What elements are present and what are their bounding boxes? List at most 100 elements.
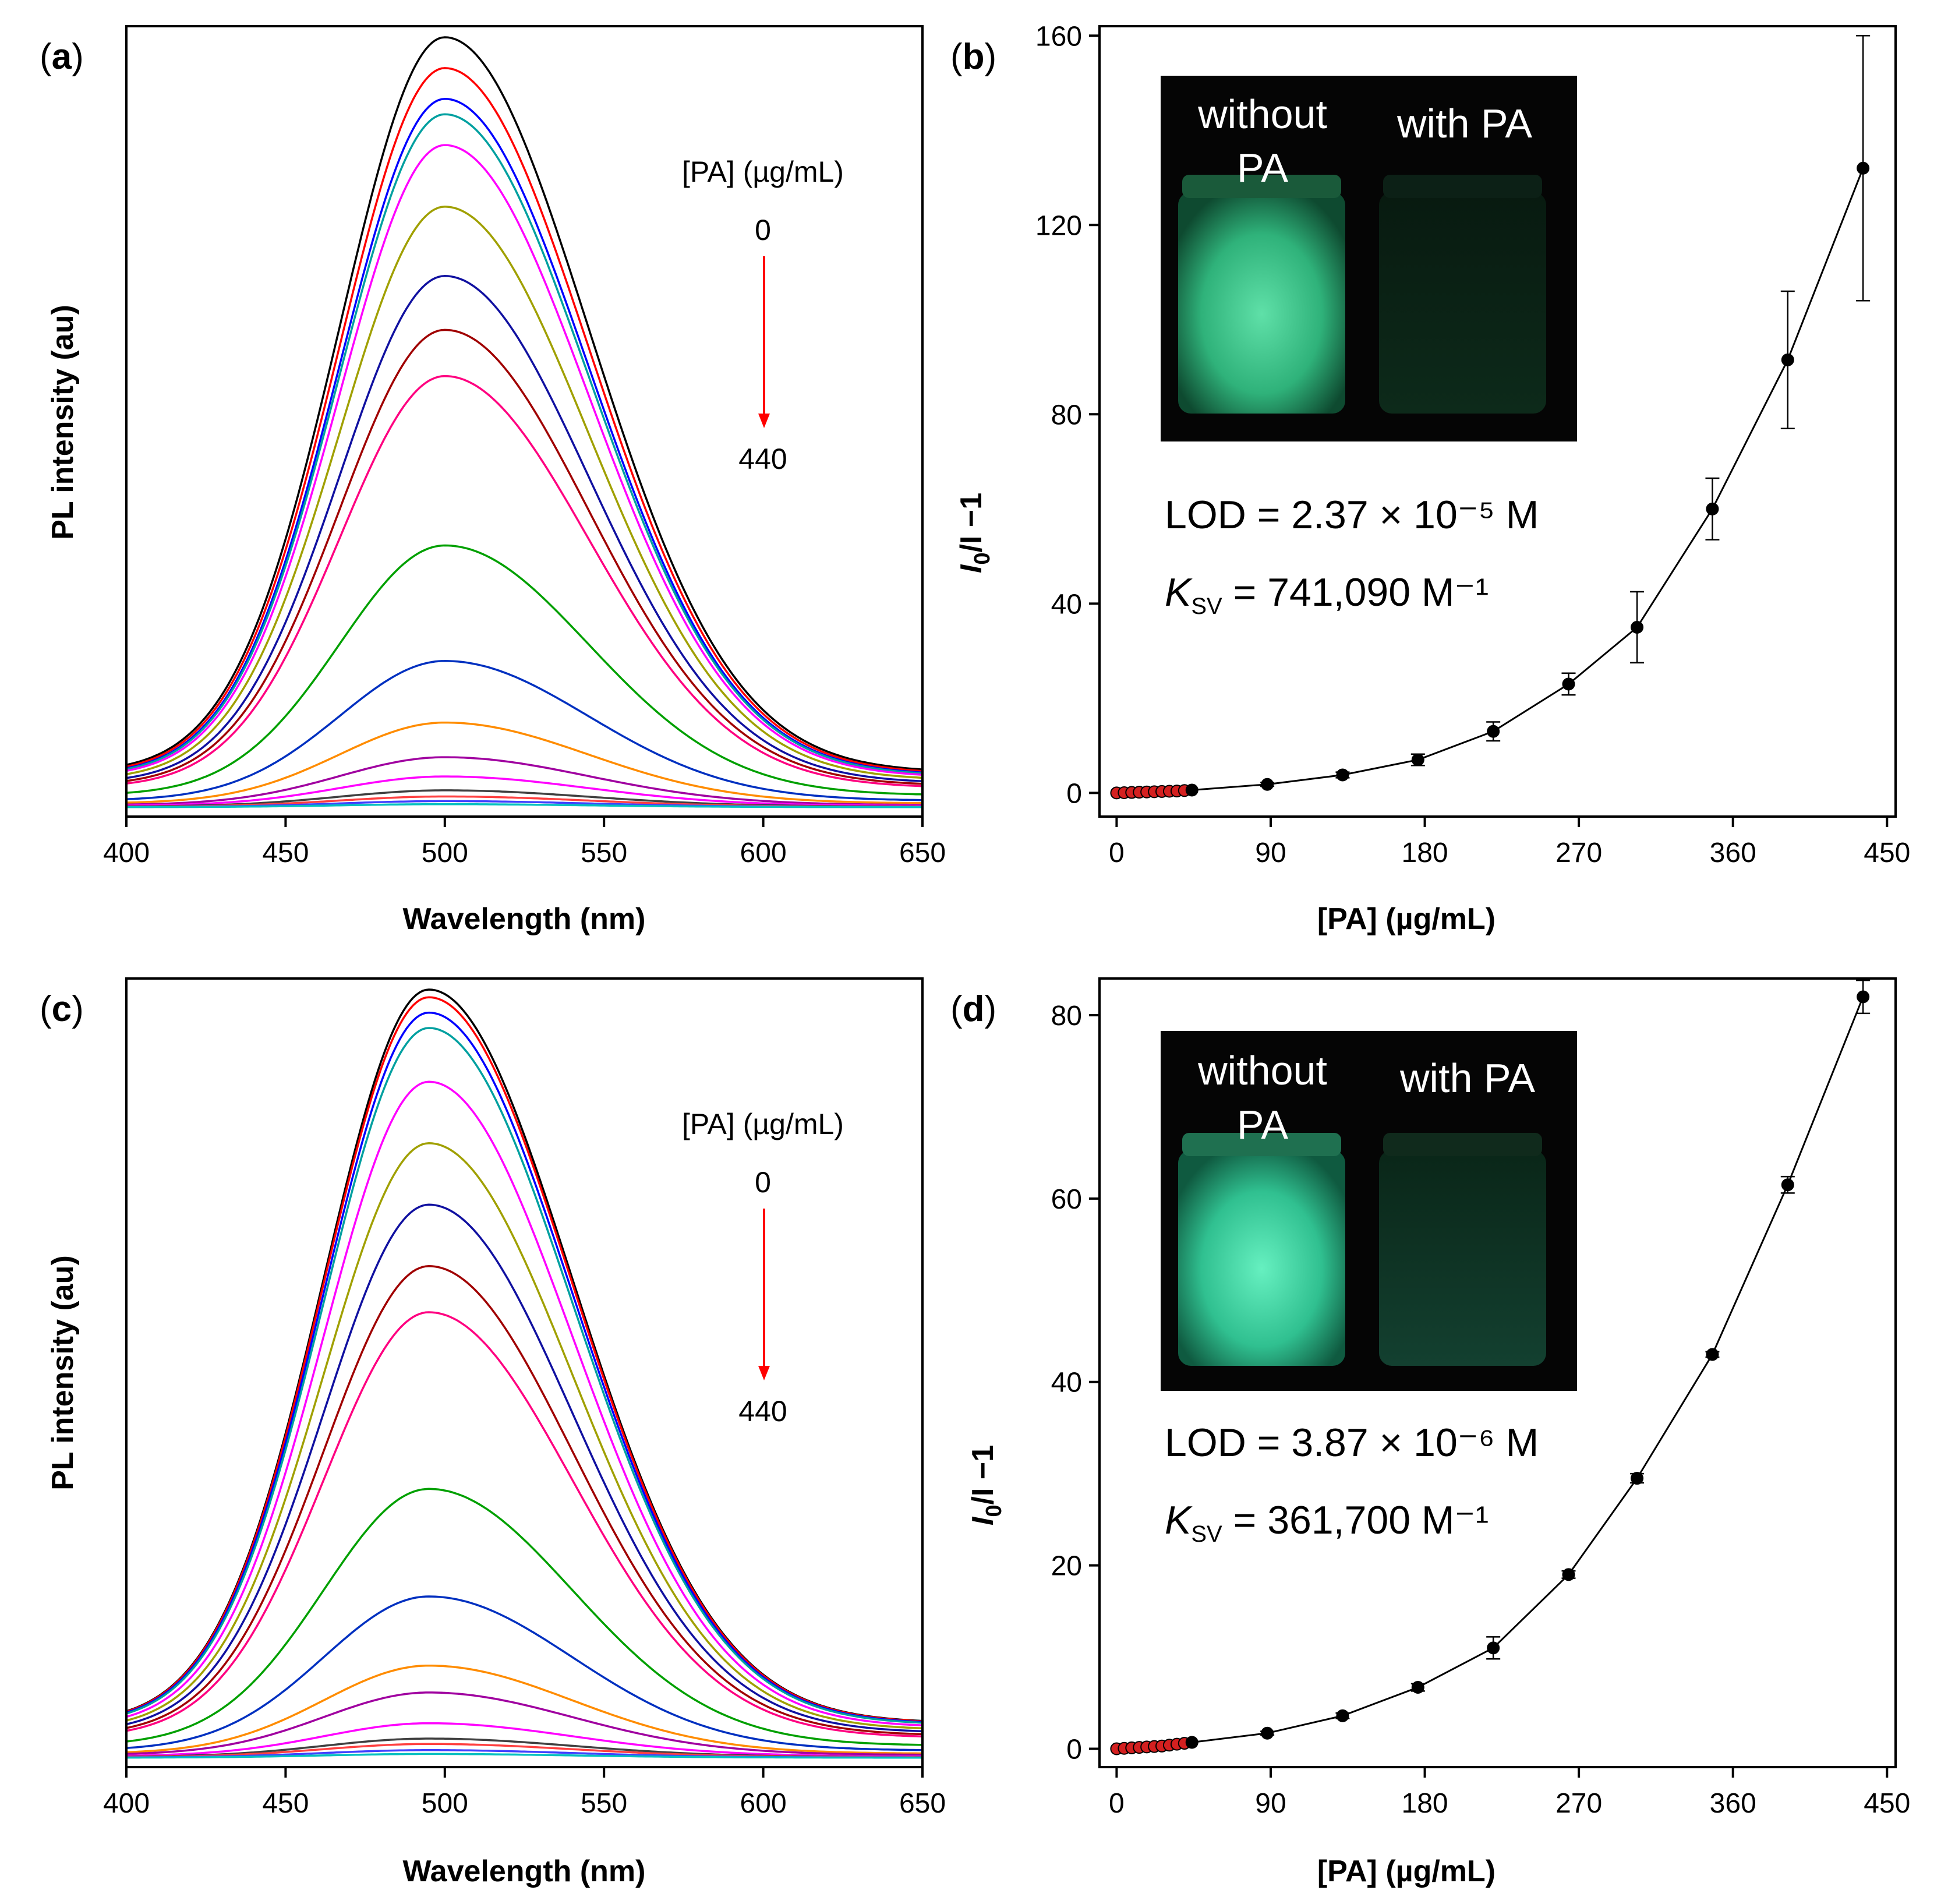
x-tick-label: 450 bbox=[1864, 838, 1910, 868]
vial-with-pa bbox=[1379, 1150, 1546, 1366]
spectrum-line bbox=[126, 756, 922, 806]
panel-b-plot bbox=[1110, 35, 1871, 800]
panel-b-inset-photo: without PA with PA bbox=[1161, 76, 1577, 441]
data-point bbox=[1411, 1681, 1424, 1694]
y-tick-label: 0 bbox=[1066, 1735, 1082, 1765]
panel-c-legend-title: [PA] (µg/mL) bbox=[682, 1108, 844, 1140]
spectrum-line bbox=[126, 206, 923, 779]
x-tick-label: 450 bbox=[262, 1788, 309, 1819]
data-point bbox=[1261, 1726, 1274, 1740]
data-point bbox=[1562, 677, 1575, 691]
spectrum-line bbox=[126, 1722, 922, 1757]
panel-c-frame bbox=[125, 977, 924, 1768]
vial-without-pa bbox=[1178, 192, 1345, 414]
data-point bbox=[1781, 353, 1794, 366]
data-point bbox=[1487, 725, 1500, 738]
x-tick-label: 600 bbox=[740, 1788, 787, 1819]
data-point bbox=[1631, 620, 1644, 634]
spectrum-line bbox=[126, 1311, 923, 1738]
spectrum-line bbox=[126, 275, 923, 782]
x-tick-label: 550 bbox=[581, 838, 627, 868]
x-tick-label: 360 bbox=[1710, 1788, 1756, 1819]
panel-b-frame bbox=[1098, 25, 1897, 818]
spectrum-line bbox=[126, 36, 923, 771]
x-tick-label: 550 bbox=[581, 1788, 627, 1819]
y-tick-label: 120 bbox=[1035, 210, 1082, 241]
data-point bbox=[1706, 1348, 1719, 1361]
photo-label-with-pa: with PA bbox=[1399, 1055, 1535, 1101]
photo-label-without: without bbox=[1197, 1048, 1327, 1093]
spectrum-line bbox=[126, 1488, 923, 1746]
panel-c-legend-arrow-head bbox=[758, 1366, 770, 1380]
panel-a-legend-start: 0 bbox=[755, 214, 771, 246]
y-tick-label: 160 bbox=[1035, 21, 1082, 52]
spectrum-line bbox=[126, 988, 923, 1722]
x-tick-label: 400 bbox=[103, 1788, 150, 1819]
photo-label-pa: PA bbox=[1237, 1102, 1288, 1147]
x-tick-label: 500 bbox=[422, 838, 468, 868]
panel-c-y-axis-title: PL intensity (au) bbox=[46, 1255, 80, 1490]
panel-b-lod: LOD = 2.37 × 10⁻⁵ M bbox=[1165, 493, 1539, 537]
panel-c-label: (c) bbox=[40, 989, 84, 1029]
panel-b-y-axis-title: I0/I −1 bbox=[954, 493, 995, 573]
panel-a-x-ticks: 400 450 500 550 600 650 bbox=[103, 817, 946, 868]
panel-a: (a) 400 450 500 550 600 650 Wavelength (nm) P… bbox=[40, 25, 946, 936]
x-tick-label: 500 bbox=[422, 1788, 468, 1819]
spectrum-line bbox=[126, 1203, 923, 1733]
data-point bbox=[1857, 161, 1870, 175]
data-point bbox=[1781, 1178, 1794, 1192]
photo-label-pa: PA bbox=[1237, 145, 1288, 190]
x-tick-label: 90 bbox=[1255, 1788, 1286, 1819]
panel-a-x-axis-title: Wavelength (nm) bbox=[403, 902, 646, 936]
spectrum-line bbox=[126, 1011, 923, 1723]
x-tick-label: 360 bbox=[1710, 838, 1756, 868]
x-tick-label: 400 bbox=[103, 838, 150, 868]
spectrum-line bbox=[126, 1080, 923, 1727]
x-tick-label: 650 bbox=[899, 1788, 946, 1819]
spectrum-line bbox=[126, 1691, 922, 1756]
panel-b-ksv: KSV = 741,090 M⁻¹ bbox=[1165, 570, 1489, 619]
spectrum-line bbox=[126, 1142, 923, 1730]
panel-c: (c) 400 450 500 550 600 650 Wavelength (nm) P… bbox=[40, 977, 946, 1888]
spectrum-line bbox=[126, 660, 923, 801]
y-tick-label: 20 bbox=[1051, 1551, 1082, 1582]
panel-a-label: (a) bbox=[40, 37, 84, 77]
x-tick-label: 0 bbox=[1109, 1788, 1125, 1819]
x-tick-label: 650 bbox=[899, 838, 946, 868]
data-point bbox=[1261, 778, 1274, 791]
panel-a-legend-title: [PA] (µg/mL) bbox=[682, 156, 844, 188]
spectrum-line bbox=[126, 721, 923, 804]
x-tick-label: 450 bbox=[1864, 1788, 1910, 1819]
panel-b-label: (b) bbox=[950, 37, 996, 77]
spectrum-line bbox=[126, 113, 923, 775]
panel-d-label: (d) bbox=[950, 989, 996, 1029]
panel-d-plot bbox=[1110, 979, 1871, 1755]
spectrum-line bbox=[126, 775, 922, 807]
x-tick-label: 600 bbox=[740, 838, 787, 868]
photo-label-with-pa: with PA bbox=[1397, 101, 1532, 146]
spectrum-line bbox=[126, 1265, 923, 1736]
x-tick-label: 180 bbox=[1402, 838, 1448, 868]
data-point bbox=[1185, 1736, 1199, 1749]
panel-b: (b) 0 90 180 270 360 450 0 40 80 120 160 [PA] (µg/… bbox=[950, 21, 1910, 936]
panel-c-x-axis-title: Wavelength (nm) bbox=[403, 1854, 646, 1888]
x-tick-label: 450 bbox=[262, 838, 309, 868]
panel-d: (d) 0 90 180 270 360 450 0 20 40 60 80 [PA] (µg/mL… bbox=[950, 977, 1910, 1888]
data-point bbox=[1857, 990, 1870, 1004]
panel-d-inset-photo: without PA with PA bbox=[1161, 1031, 1577, 1391]
spectrum-line bbox=[126, 544, 923, 796]
spectrum-line bbox=[126, 803, 922, 808]
y-tick-label: 40 bbox=[1051, 589, 1082, 620]
photo-label-without: without bbox=[1197, 91, 1327, 137]
x-tick-label: 0 bbox=[1109, 838, 1125, 868]
spectrum-line bbox=[126, 328, 923, 785]
x-tick-label: 180 bbox=[1402, 1788, 1448, 1819]
spectrum-line bbox=[126, 996, 923, 1723]
data-point bbox=[1562, 1568, 1575, 1581]
spectrum-line bbox=[126, 375, 923, 787]
data-point bbox=[1336, 768, 1349, 782]
panel-a-curves bbox=[126, 36, 923, 808]
x-tick-label: 90 bbox=[1255, 838, 1286, 868]
x-tick-label: 270 bbox=[1555, 1788, 1602, 1819]
panel-d-y-axis-title: I0/I −1 bbox=[966, 1445, 1006, 1525]
